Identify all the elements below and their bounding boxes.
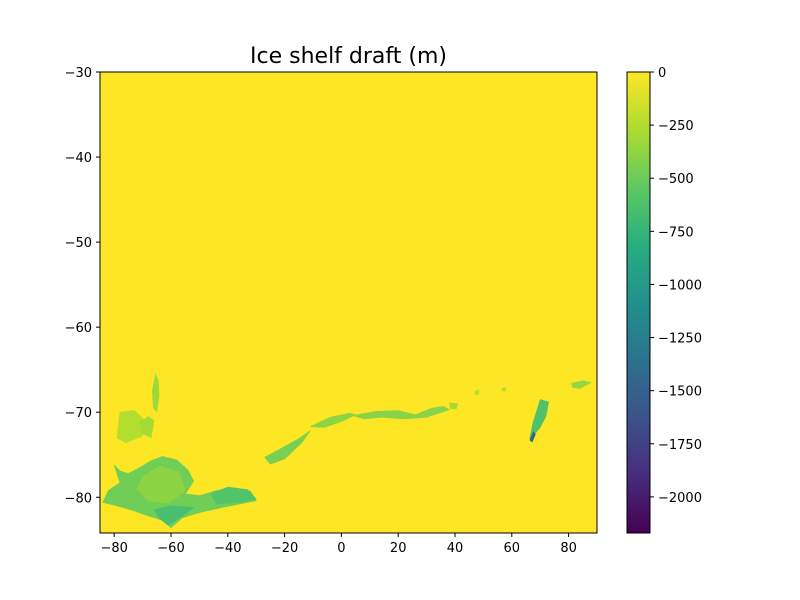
colorbar-tick-label: −500: [658, 172, 694, 187]
colorbar-ticks: 0 −250 −500 −750 −1000 −1250 −1500 −1750 −2000: [650, 66, 702, 506]
region-prydz-fragment: [501, 387, 507, 392]
region-peninsula-coastal-shelf: [139, 416, 155, 439]
region-weddell-south-shelf: [153, 505, 195, 526]
region-enderby-fragment: [474, 389, 480, 395]
x-tick-label: −60: [157, 541, 184, 556]
colorbar-tick-label: −1500: [658, 385, 702, 400]
plot-area: [99, 71, 598, 534]
x-tick-label: 40: [447, 541, 464, 556]
region-weddell-inner-shelf: [136, 465, 186, 504]
y-tick-label: −50: [65, 236, 92, 251]
plot-frame: [99, 71, 598, 534]
x-tick-label: 20: [390, 541, 407, 556]
region-antarctic-peninsula-shelf: [151, 372, 160, 413]
colorbar-frame: [626, 71, 651, 534]
y-tick-label: −70: [65, 406, 92, 421]
x-tick-label: −20: [271, 541, 298, 556]
x-tick-label: 0: [337, 541, 345, 556]
colorbar-gradient: [627, 72, 650, 533]
region-peninsula-west-shelf: [116, 410, 146, 444]
y-tick-label: −40: [65, 151, 92, 166]
chart-title: Ice shelf draft (m): [250, 44, 447, 69]
colorbar-tick-label: −1750: [658, 438, 702, 453]
y-tick-label: −80: [65, 491, 92, 506]
x-tick-label: 60: [504, 541, 521, 556]
colorbar-tick-label: −750: [658, 225, 694, 240]
region-west-ice-shelf: [571, 380, 593, 389]
colorbar-tick-label: −1000: [658, 278, 702, 293]
colorbar-tick-label: −2000: [658, 491, 702, 506]
region-amery-deep-tip: [529, 431, 536, 443]
colorbar: 0 −250 −500 −750 −1000 −1250 −1500 −1750 −2000: [626, 66, 702, 534]
x-tick-label: −80: [100, 541, 127, 556]
y-tick-label: −60: [65, 321, 92, 336]
ice-shelf-regions: [102, 372, 593, 529]
colorbar-tick-label: 0: [658, 66, 666, 81]
y-axis: −30 −40 −50 −60 −70 −80: [65, 66, 100, 506]
region-shirase-shelf: [448, 402, 459, 410]
region-dronning-maud-shelves: [352, 405, 451, 420]
x-tick-label: 80: [560, 541, 577, 556]
colorbar-tick-label: −250: [658, 119, 694, 134]
x-axis: −80 −60 −40 −20 0 20 40 60 80: [100, 533, 577, 556]
region-riiser-larsen-shelf: [264, 430, 311, 465]
y-tick-label: −30: [65, 66, 92, 81]
colorbar-tick-label: −1250: [658, 332, 702, 347]
x-tick-label: −40: [214, 541, 241, 556]
region-weddell-east-lobe: [210, 486, 257, 505]
plot-background: [100, 72, 597, 533]
